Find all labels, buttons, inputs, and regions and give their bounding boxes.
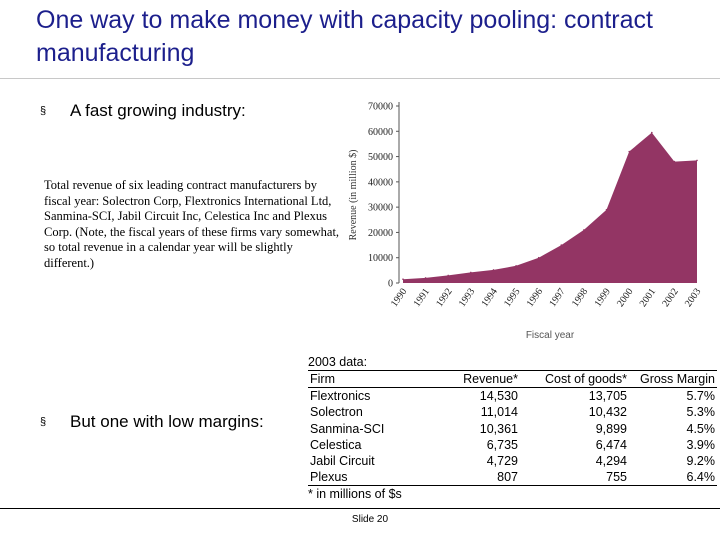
x-tick-label: 2003 bbox=[683, 286, 703, 309]
margin-cell: 4.5% bbox=[686, 421, 716, 436]
margin-cell: 3.9% bbox=[686, 437, 716, 452]
data-point-1999 bbox=[605, 208, 608, 211]
data-point-1994 bbox=[492, 269, 495, 271]
y-tick-label: 10000 bbox=[368, 253, 393, 264]
bullet-text: A fast growing industry: bbox=[70, 101, 246, 120]
revenue-area-chart: 0 10000 20000 30000 40000 50000 60000 70000 1990… bbox=[348, 102, 703, 342]
column-header-gross-margin: Gross Margin bbox=[629, 369, 717, 389]
table-row: Jabil Circuit 4,729 4,294 9.2% bbox=[308, 453, 717, 469]
x-tick-label: 2002 bbox=[660, 286, 680, 309]
y-tick-label: 70000 bbox=[368, 102, 393, 113]
revenue-cell: 6,735 bbox=[486, 437, 518, 452]
data-point-1998 bbox=[583, 229, 585, 231]
data-point-2000 bbox=[628, 150, 630, 153]
data-point-1993 bbox=[470, 271, 472, 274]
data-point-1997 bbox=[560, 244, 563, 246]
cost-cell: 4,294 bbox=[595, 454, 627, 469]
firm-cell: Solectron bbox=[310, 405, 363, 420]
cost-cell: 6,474 bbox=[595, 437, 627, 452]
slide-title: One way to make money with capacity pool… bbox=[36, 6, 653, 67]
table-row: Celestica 6,735 6,474 3.9% bbox=[308, 437, 717, 453]
margin-table: Firm Revenue* Cost of goods* Gross Margi… bbox=[308, 369, 717, 487]
x-tick-label: 1991 bbox=[412, 286, 432, 309]
table-row: Flextronics 14,530 13,705 5.7% bbox=[308, 388, 717, 405]
bullet-marker: § bbox=[40, 105, 47, 117]
cost-cell: 9,899 bbox=[595, 421, 627, 436]
cost-cell: 13,705 bbox=[588, 389, 627, 404]
column-header-revenue: Revenue* bbox=[444, 369, 520, 389]
y-axis-title: Revenue (in million $) bbox=[348, 150, 359, 241]
x-tick-label: 2001 bbox=[638, 286, 658, 309]
margin-cell: 5.3% bbox=[686, 405, 716, 420]
table-row: Plexus 807 755 6.4% bbox=[308, 469, 717, 487]
bullet-low-margins: § But one with low margins: bbox=[40, 412, 264, 432]
cost-cell: 10,432 bbox=[588, 405, 627, 420]
firm-cell: Sanmina-SCI bbox=[310, 421, 385, 436]
table-row: Solectron 11,014 10,432 5.3% bbox=[308, 404, 717, 420]
table-title: 2003 data: bbox=[308, 355, 368, 369]
margin-data-table: 2003 data: Firm Revenue* Cost of goods* … bbox=[308, 354, 717, 502]
revenue-cell: 11,014 bbox=[480, 405, 518, 420]
data-point-2002 bbox=[673, 160, 676, 163]
footer-divider bbox=[0, 508, 720, 509]
y-tick-label: 30000 bbox=[368, 203, 393, 214]
title-divider bbox=[0, 78, 720, 79]
firm-cell: Celestica bbox=[310, 437, 362, 452]
x-tick-label: 1999 bbox=[593, 286, 613, 309]
firm-cell: Flextronics bbox=[310, 389, 371, 404]
margin-cell: 9.2% bbox=[686, 454, 716, 469]
x-tick-label: 1990 bbox=[389, 286, 409, 309]
bullet-growing-industry: § A fast growing industry: bbox=[40, 101, 246, 121]
data-point-1992 bbox=[447, 274, 449, 277]
y-tick-label: 20000 bbox=[368, 228, 393, 239]
data-point-2003 bbox=[696, 159, 698, 162]
y-tick-label: 40000 bbox=[368, 177, 393, 188]
y-tick-label: 0 bbox=[388, 279, 393, 290]
y-tick-label: 60000 bbox=[368, 127, 393, 138]
data-point-1991 bbox=[424, 277, 427, 279]
x-axis-title: Fiscal year bbox=[526, 330, 575, 341]
data-point-2001 bbox=[651, 131, 653, 134]
y-tick-label: 50000 bbox=[368, 152, 393, 163]
revenue-cell: 10,361 bbox=[479, 421, 518, 436]
table-row: Sanmina-SCI 10,361 9,899 4.5% bbox=[308, 421, 717, 437]
x-tick-label: 1997 bbox=[547, 286, 567, 309]
revenue-area bbox=[403, 132, 697, 283]
revenue-cell: 4,729 bbox=[486, 454, 518, 469]
bullet-marker: § bbox=[40, 416, 47, 428]
cost-cell: 755 bbox=[520, 469, 629, 487]
revenue-cell: 807 bbox=[444, 469, 520, 487]
x-tick-label: 1994 bbox=[479, 286, 499, 309]
x-tick-label: 2000 bbox=[615, 286, 635, 309]
data-point-1995 bbox=[515, 265, 517, 267]
column-header-firm: Firm bbox=[308, 369, 444, 389]
bullet-text: But one with low margins: bbox=[70, 412, 264, 431]
x-tick-label: 1996 bbox=[525, 286, 545, 309]
x-tick-label: 1993 bbox=[457, 286, 477, 309]
margin-cell: 6.4% bbox=[629, 469, 717, 487]
data-point-1996 bbox=[537, 256, 540, 259]
column-header-cost-of-goods: Cost of goods* bbox=[520, 369, 629, 389]
x-tick-label: 1992 bbox=[434, 286, 454, 309]
x-tick-label: 1998 bbox=[570, 286, 590, 309]
table-footnote: * in millions of $s bbox=[308, 487, 402, 502]
slide-number: Slide 20 bbox=[351, 514, 389, 525]
chart-caption: Total revenue of six leading contract ma… bbox=[44, 178, 340, 270]
data-point-1990 bbox=[402, 278, 404, 280]
table-header-row: Firm Revenue* Cost of goods* Gross Margi… bbox=[308, 369, 717, 389]
firm-cell: Plexus bbox=[308, 469, 444, 487]
revenue-cell: 14,530 bbox=[479, 389, 518, 404]
x-tick-label: 1995 bbox=[502, 286, 522, 309]
margin-cell: 5.7% bbox=[686, 389, 716, 404]
firm-cell: Jabil Circuit bbox=[310, 454, 375, 469]
